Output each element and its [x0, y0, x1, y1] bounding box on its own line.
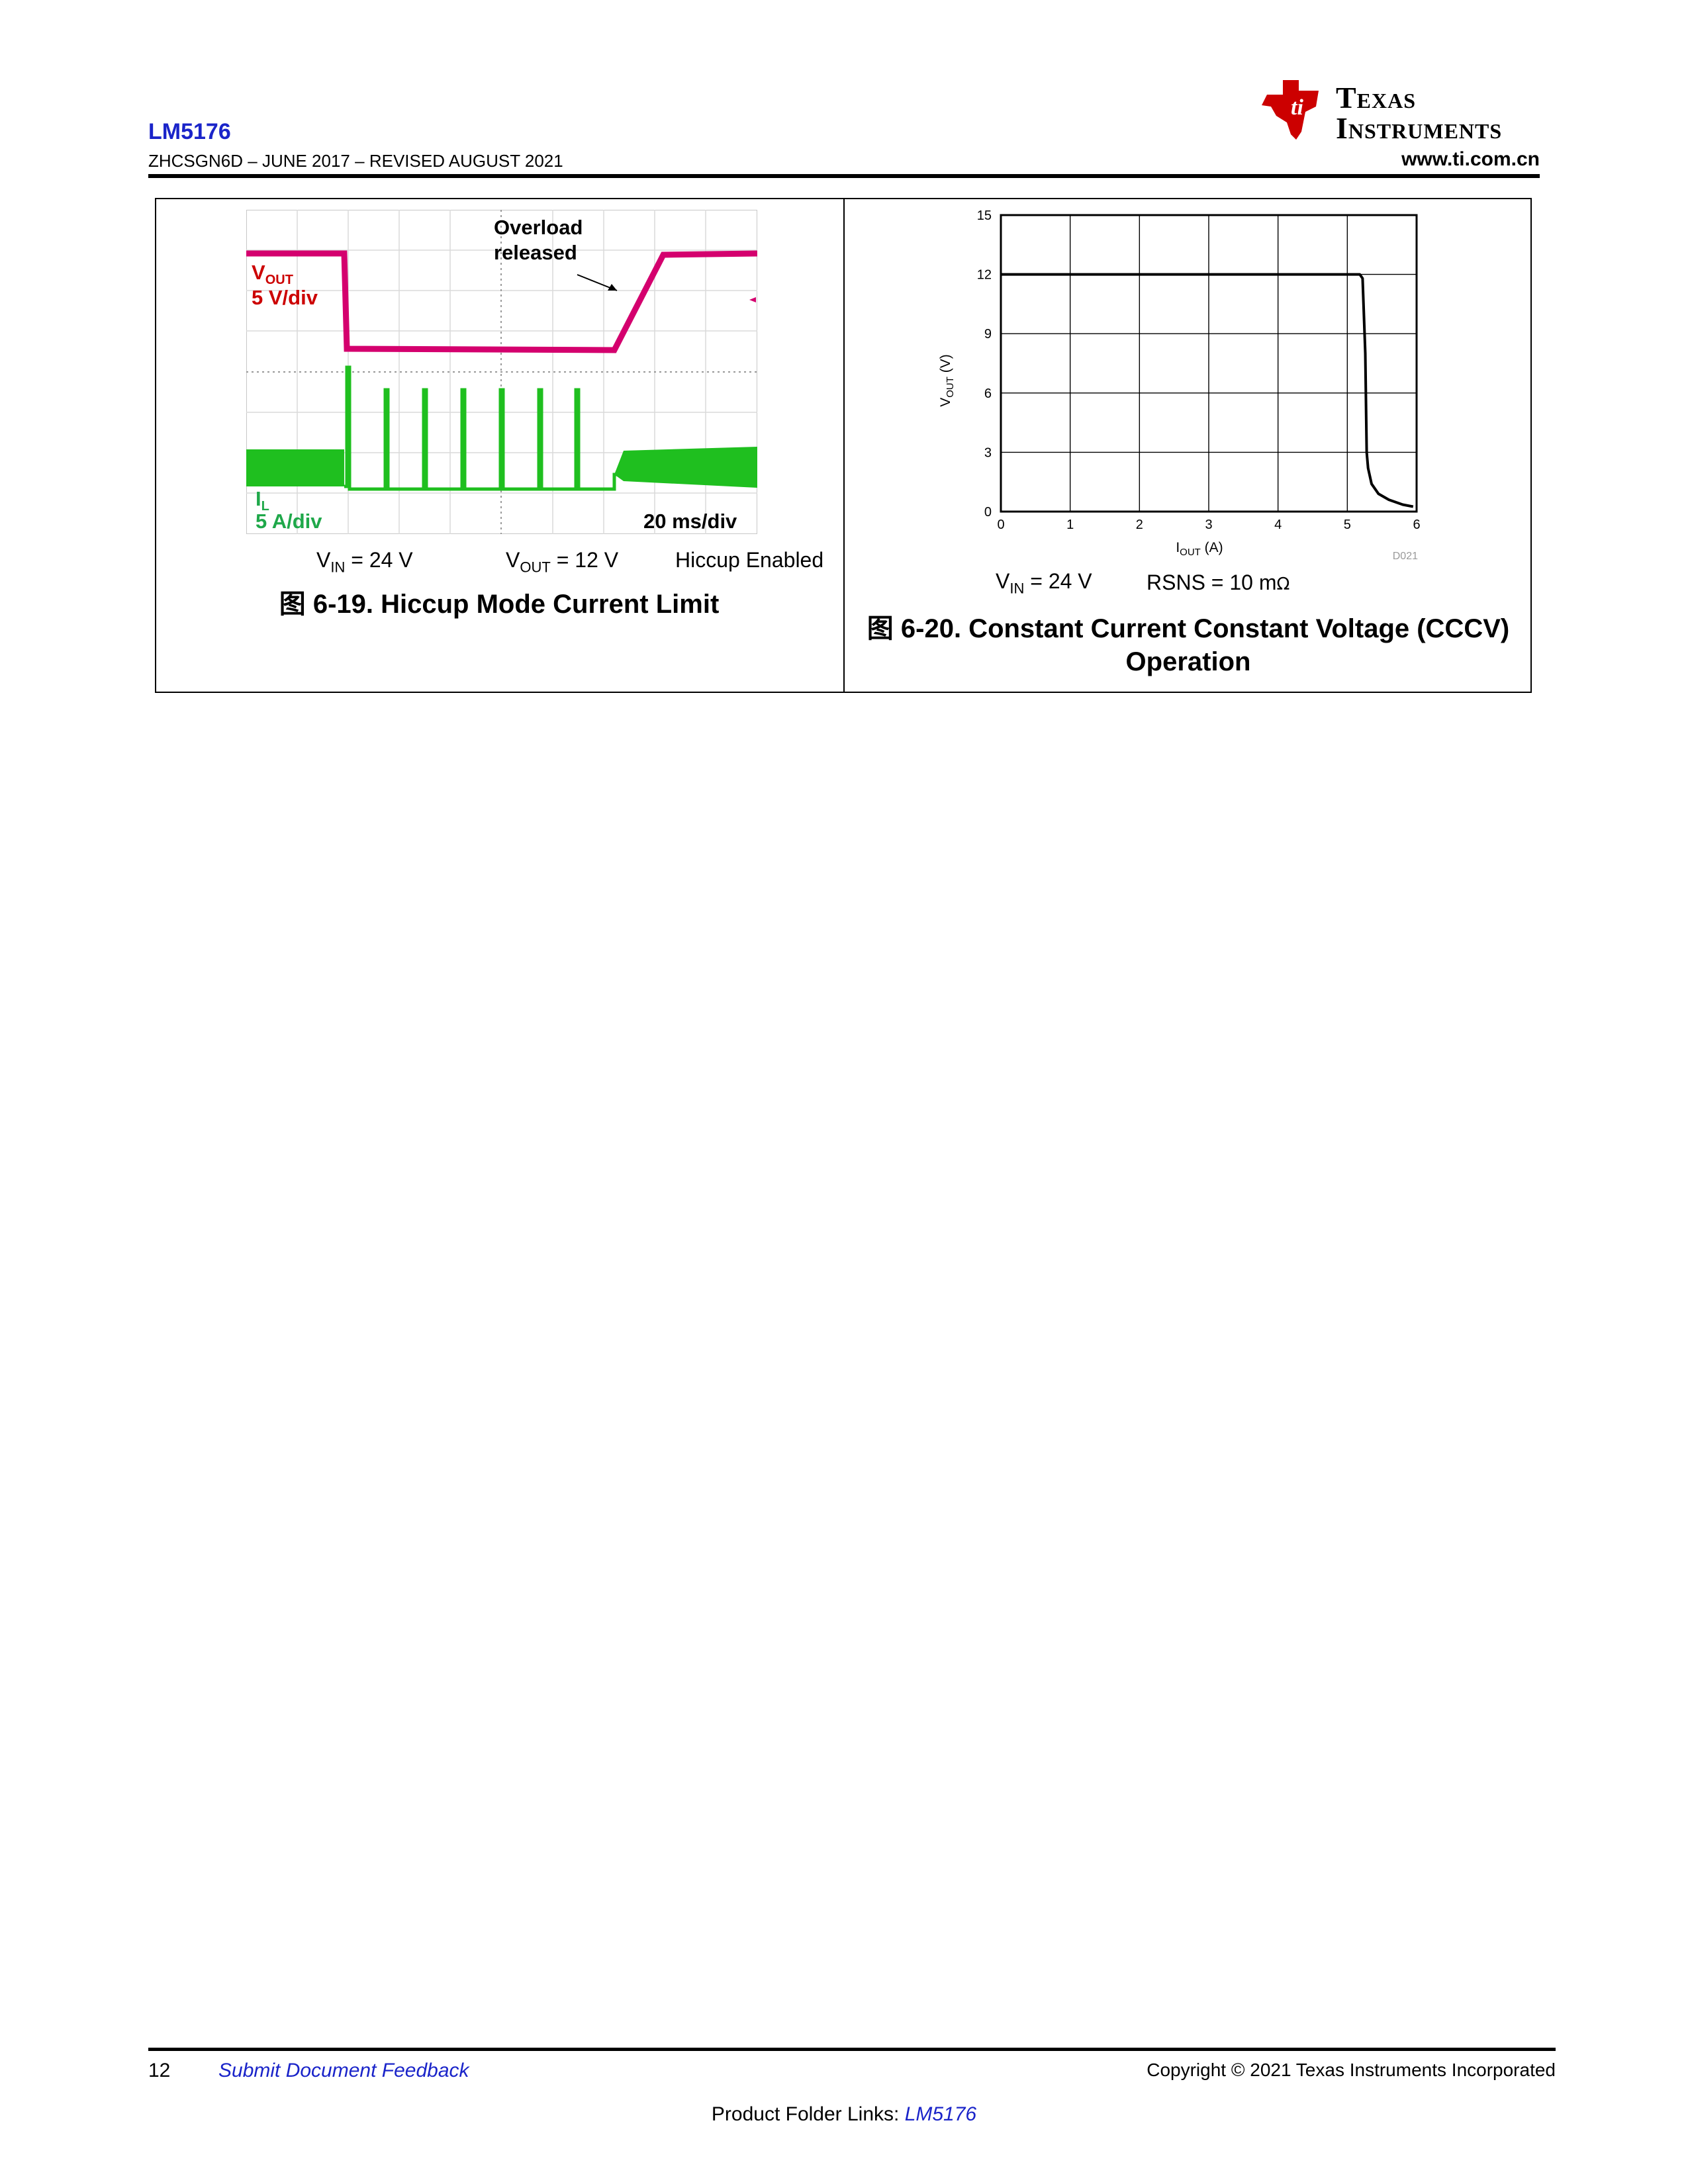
figure-6-20-caption-line1: 图 6-20. Constant Current Constant Voltag…	[867, 614, 1510, 643]
y-label-symbol: V	[938, 398, 953, 407]
scope-capture: Overload released VOUT 5 V/div IL 5 A/di…	[246, 210, 757, 534]
y-tick-label: 15	[977, 208, 992, 223]
chart-y-ticks: 0 3 6 9 12 15	[977, 208, 992, 520]
product-title[interactable]: LM5176	[148, 119, 231, 144]
x-tick-label: 4	[1274, 518, 1282, 532]
ti-logo-icon: ti	[1262, 80, 1319, 140]
vin-symbol: V	[316, 548, 331, 572]
y-tick-label: 9	[984, 327, 992, 341]
figure-table-divider	[843, 198, 845, 693]
il-scale-label: 5 A/div	[256, 510, 322, 533]
rsns-unit: Ω	[1276, 574, 1290, 594]
x-tick-label: 6	[1413, 518, 1420, 532]
y-label-unit: (V)	[938, 354, 953, 377]
fig20-vin-condition: VIN = 24 V	[996, 569, 1092, 597]
vin-symbol: V	[996, 569, 1010, 593]
scope-trace-image	[246, 210, 757, 534]
doc-date: JUNE 2017	[261, 151, 350, 171]
footer-rule	[148, 2048, 1556, 2051]
chart-x-ticks: 0 1 2 3 4 5 6	[997, 518, 1420, 532]
vout-symbol: V	[252, 261, 265, 284]
time-scale-label: 20 ms/div	[643, 510, 737, 533]
x-tick-label: 1	[1066, 518, 1074, 532]
chart-grid	[1000, 214, 1418, 513]
copyright-notice: Copyright © 2021 Texas Instruments Incor…	[1147, 2060, 1556, 2080]
fig19-vin-condition: VIN = 24 V	[316, 548, 413, 576]
logo-word-texas: Texas	[1336, 81, 1417, 114]
chart-tag: D021	[1393, 551, 1418, 562]
vin-subscript: IN	[1009, 580, 1025, 597]
vout-channel-label: VOUT	[252, 260, 293, 293]
product-folder-link[interactable]: LM5176	[904, 2103, 977, 2125]
rsns-text: RSNS = 10 m	[1147, 570, 1277, 594]
vin-subscript: IN	[330, 559, 346, 576]
x-tick-label: 2	[1136, 518, 1143, 532]
document-revision-line: ZHCSGN6D – JUNE 2017 – REVISED AUGUST 20…	[148, 151, 563, 171]
ti-logo: ti Texas Instruments	[1258, 76, 1542, 149]
vout-value: = 12 V	[550, 548, 619, 572]
y-tick-label: 12	[977, 268, 992, 283]
il-channel-label: IL	[256, 486, 269, 519]
vin-value: = 24 V	[1024, 569, 1092, 593]
x-label-subscript: OUT	[1180, 547, 1201, 558]
x-label-unit: (A)	[1201, 540, 1223, 555]
x-tick-label: 5	[1344, 518, 1351, 532]
overload-annotation-line1: Overload	[494, 216, 583, 239]
vout-scale-label: 5 V/div	[252, 286, 318, 309]
product-folder-links: Product Folder Links: LM5176	[0, 2103, 1688, 2126]
separator: –	[350, 151, 369, 171]
folder-links-prefix: Product Folder Links:	[711, 2103, 905, 2125]
site-url-link[interactable]: www.ti.com.cn	[1401, 148, 1540, 170]
doc-revised: REVISED AUGUST 2021	[369, 151, 563, 171]
fig20-rsns-condition: RSNS = 10 mΩ	[1147, 570, 1289, 595]
svg-text:ti: ti	[1291, 95, 1303, 120]
chart-series	[1001, 273, 1414, 508]
chart-y-axis-label: VOUT (V)	[938, 354, 956, 407]
header-rule	[148, 174, 1540, 178]
y-tick-label: 6	[984, 387, 992, 401]
page-number: 12	[148, 2060, 171, 2081]
overload-annotation-line2: released	[494, 241, 577, 264]
chart-x-axis-label: IOUT (A)	[1176, 540, 1223, 558]
il-subscript: L	[261, 499, 269, 514]
submit-feedback-link[interactable]: Submit Document Feedback	[218, 2060, 469, 2081]
y-label-subscript: OUT	[945, 377, 956, 398]
fig19-mode-condition: Hiccup Enabled	[675, 548, 824, 572]
y-tick-label: 3	[984, 445, 992, 460]
doc-id: ZHCSGN6D	[148, 151, 244, 171]
x-label-symbol: I	[1176, 540, 1180, 555]
separator: –	[243, 151, 262, 171]
y-tick-label: 0	[984, 505, 992, 520]
fig19-vout-condition: VOUT = 12 V	[506, 548, 618, 576]
il-symbol: I	[256, 487, 261, 510]
vout-vs-iout-line	[1001, 273, 1414, 508]
vout-subscript: OUT	[520, 559, 551, 576]
vout-symbol: V	[506, 548, 520, 572]
figure-6-20-caption-line2: Operation	[1125, 647, 1251, 676]
vin-value: = 24 V	[345, 548, 413, 572]
logo-word-instruments: Instruments	[1336, 111, 1503, 145]
x-tick-label: 3	[1205, 518, 1212, 532]
plot-frame	[1000, 214, 1418, 513]
figure-6-19-caption: 图 6-19. Hiccup Mode Current Limit	[279, 590, 720, 619]
vout-subscript: OUT	[265, 273, 293, 288]
x-tick-label: 0	[997, 518, 1004, 532]
